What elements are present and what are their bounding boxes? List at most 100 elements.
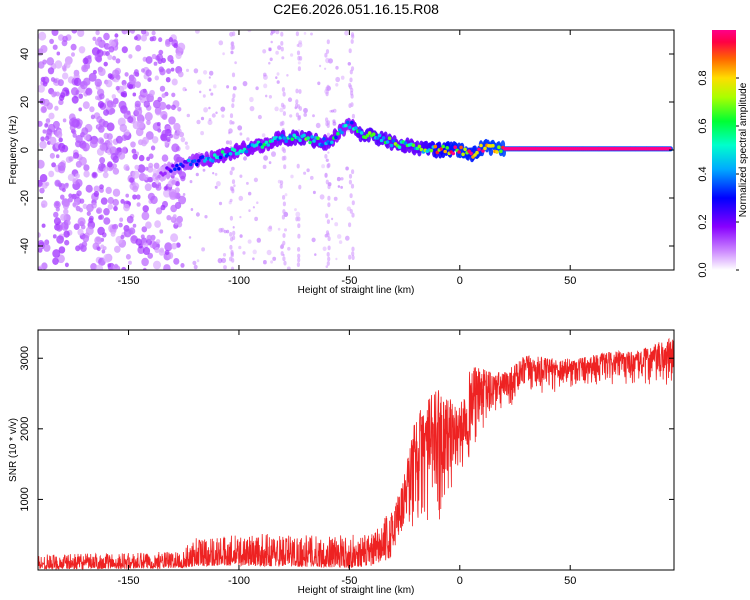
noise-blob — [315, 122, 321, 129]
noise-blob — [42, 129, 47, 134]
noise-blob — [332, 108, 337, 113]
noise-blob — [127, 116, 134, 123]
ridge-core — [375, 136, 380, 140]
noise-blob — [77, 228, 84, 236]
noise-streak — [326, 84, 330, 90]
noise-blob — [164, 249, 170, 255]
noise-blob — [85, 184, 93, 193]
noise-streak — [297, 115, 301, 121]
noise-blob — [78, 46, 86, 54]
noise-blob — [338, 240, 343, 245]
noise-blob — [265, 94, 268, 98]
snr-frame — [37, 329, 675, 571]
noise-blob — [335, 76, 341, 83]
ridge-core — [459, 145, 463, 150]
noise-streak — [351, 251, 355, 257]
noise-blob — [78, 243, 84, 250]
noise-blob — [303, 107, 308, 114]
noise-blob — [147, 176, 153, 183]
noise-blob — [184, 88, 188, 92]
noise-blob — [161, 114, 168, 120]
noise-streak — [230, 236, 234, 242]
noise-blob — [61, 72, 69, 80]
noise-blob — [218, 227, 223, 233]
noise-streak — [348, 179, 352, 185]
noise-blob — [114, 245, 121, 253]
noise-streak — [326, 261, 330, 266]
noise-blob — [115, 58, 121, 64]
noise-blob — [129, 76, 137, 85]
noise-blob — [151, 35, 157, 42]
noise-blob — [295, 211, 301, 217]
noise-blob — [98, 67, 106, 77]
snr-x-label: Height of straight line (km) — [298, 585, 415, 596]
noise-streak — [296, 262, 300, 267]
noise-blob — [103, 61, 108, 67]
noise-streak — [295, 88, 299, 94]
noise-blob — [170, 204, 178, 213]
noise-blob — [75, 173, 80, 179]
noise-streak — [326, 132, 330, 138]
noise-blob — [132, 153, 138, 160]
noise-blob — [79, 198, 85, 204]
noise-blob — [247, 239, 252, 244]
noise-blob — [93, 185, 100, 193]
noise-blob — [222, 253, 227, 257]
noise-blob — [107, 73, 113, 79]
noise-blob — [93, 191, 100, 197]
noise-blob — [82, 203, 88, 210]
spectrogram-y-label: Frequency (Hz) — [8, 116, 19, 185]
noise-blob — [331, 109, 334, 113]
noise-blob — [208, 76, 211, 79]
noise-blob — [168, 37, 173, 43]
noise-blob — [83, 164, 90, 172]
noise-blob — [92, 172, 97, 178]
noise-streak — [325, 213, 329, 219]
ridge-core — [481, 149, 485, 153]
x-tick-label: 50 — [564, 275, 576, 287]
noise-blob — [83, 133, 90, 141]
ridge-core — [320, 143, 324, 147]
noise-streak — [229, 119, 233, 125]
noise-blob — [154, 75, 159, 81]
noise-blob — [276, 80, 280, 84]
noise-blob — [99, 184, 104, 190]
noise-blob — [229, 198, 233, 203]
noise-blob — [345, 235, 350, 241]
noise-blob — [100, 197, 108, 205]
colorbar-tick-label: 0.4 — [697, 166, 709, 181]
ridge-core — [316, 136, 320, 140]
noise-blob — [114, 263, 119, 269]
noise-blob — [97, 137, 104, 145]
noise-blob — [153, 162, 160, 169]
noise-blob — [336, 176, 341, 182]
x-tick-label: -100 — [228, 575, 250, 587]
noise-blob — [38, 159, 45, 169]
noise-blob — [160, 204, 166, 211]
noise-blob — [56, 235, 64, 244]
noise-blob — [163, 186, 168, 191]
noise-blob — [275, 30, 280, 35]
noise-blob — [132, 185, 139, 193]
noise-blob — [47, 123, 56, 133]
noise-blob — [141, 211, 150, 221]
noise-streak — [279, 121, 283, 127]
noise-blob — [344, 30, 349, 36]
noise-blob — [189, 180, 193, 184]
colorbar-gradient — [712, 30, 736, 270]
noise-blob — [122, 84, 127, 90]
ridge-core — [302, 133, 306, 138]
noise-blob — [57, 161, 66, 171]
noise-blob — [178, 71, 184, 78]
noise-blob — [134, 164, 140, 170]
ridge-core — [232, 148, 237, 152]
noise-blob — [68, 156, 74, 162]
noise-blob — [177, 42, 186, 52]
noise-blob — [238, 245, 242, 250]
noise-blob — [196, 259, 200, 263]
noise-blob — [39, 140, 47, 149]
noise-blob — [176, 128, 182, 134]
ridge-core — [163, 171, 167, 176]
noise-blob — [175, 181, 180, 187]
noise-blob — [149, 96, 154, 102]
